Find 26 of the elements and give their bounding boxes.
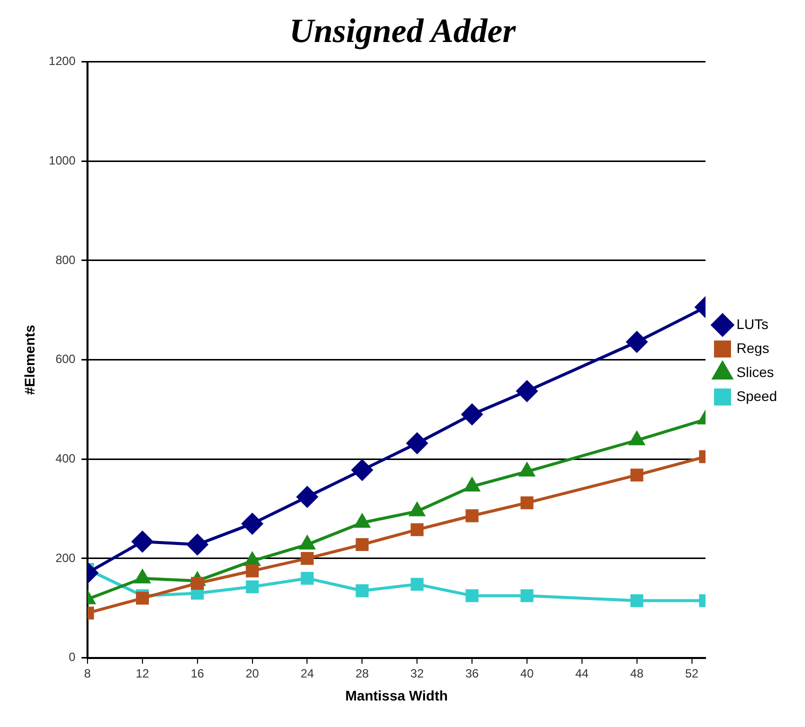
- legend-label: LUTs: [736, 316, 768, 332]
- legend-label: Speed: [736, 388, 777, 404]
- x-tick-label: 48: [630, 666, 644, 680]
- chart-title: Unsigned Adder: [289, 13, 516, 50]
- x-tick-label: 16: [190, 666, 204, 680]
- x-tick-label: 20: [246, 666, 260, 680]
- x-tick-label: 24: [300, 666, 314, 680]
- y-tick-label: 800: [55, 252, 76, 267]
- legend-label: Slices: [736, 364, 774, 380]
- x-tick-label: 28: [355, 666, 370, 680]
- y-tick-label: 0: [68, 650, 76, 664]
- legend-label: Regs: [736, 340, 770, 356]
- x-axis-title: Mantissa Width: [345, 687, 448, 704]
- x-tick-label: 36: [465, 666, 480, 680]
- x-tick-label: 32: [410, 666, 424, 680]
- y-tick-label: 1200: [48, 54, 76, 68]
- x-tick-label: 40: [520, 666, 534, 680]
- x-tick-label: 52: [685, 666, 699, 680]
- y-tick-label: 200: [55, 550, 76, 565]
- y-axis-title: #Elements: [21, 324, 38, 395]
- x-tick-label: 8: [84, 666, 92, 680]
- y-tick-label: 400: [55, 451, 76, 466]
- x-tick-label: 44: [575, 666, 589, 680]
- x-tick-label: 12: [136, 666, 150, 680]
- y-tick-label: 1000: [48, 153, 76, 168]
- y-tick-label: 600: [55, 352, 76, 366]
